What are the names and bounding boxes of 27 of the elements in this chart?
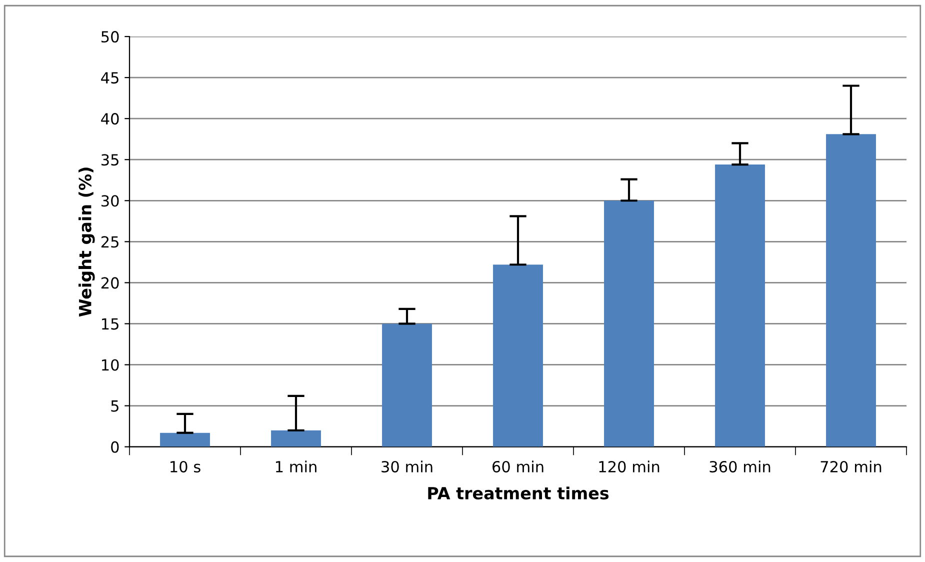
bar [382, 324, 432, 447]
x-tick-label: 120 min [599, 460, 660, 473]
x-tick-label: 720 min [820, 460, 882, 473]
bar [160, 432, 210, 447]
x-axis-title: PA treatment times [428, 486, 609, 500]
bar [715, 164, 765, 447]
x-tick-label: 60 min [492, 460, 544, 473]
x-tick-label: 1 min [276, 460, 316, 472]
x-tick-label: 30 min [382, 460, 432, 473]
x-tick-label: 360 min [710, 460, 770, 473]
y-tick-label: 40 [101, 113, 119, 125]
y-tick-label: 15 [102, 318, 118, 330]
bar [826, 134, 876, 447]
bar [604, 200, 654, 447]
y-tick-label: 45 [101, 72, 118, 84]
y-axis-title: Weight gain (%) [78, 168, 95, 317]
bar [493, 264, 543, 447]
y-tick-label: 0 [111, 441, 119, 453]
y-tick-label: 10 [102, 359, 119, 371]
y-tick-label: 30 [102, 195, 119, 207]
y-tick-label: 25 [101, 236, 118, 248]
y-tick-label: 20 [101, 277, 119, 289]
x-tick-label: 10 s [170, 460, 200, 473]
y-tick-label: 50 [102, 30, 119, 43]
y-tick-label: 5 [111, 400, 118, 412]
y-tick-label: 35 [102, 154, 118, 166]
bar [271, 430, 321, 447]
